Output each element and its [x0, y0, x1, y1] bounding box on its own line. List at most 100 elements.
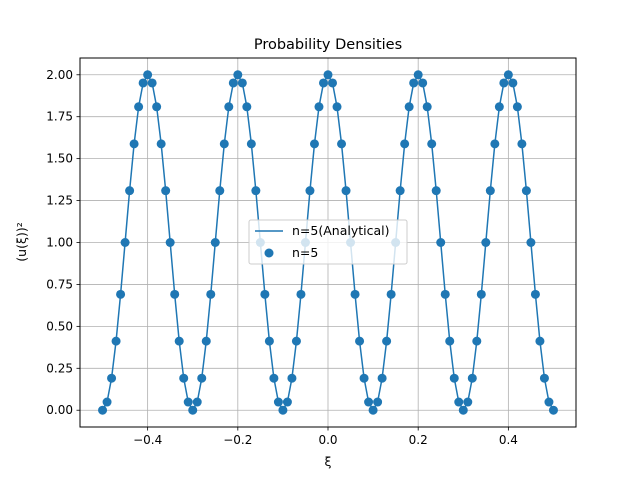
scatter-point-21: [192, 397, 202, 407]
scatter-point-30: [233, 70, 243, 80]
scatter-point-11: [147, 78, 157, 88]
scatter-point-79: [454, 397, 464, 407]
scatter-point-0: [98, 405, 108, 415]
scatter-point-28: [224, 102, 234, 112]
series-numerical-points: [98, 70, 558, 415]
scatter-point-62: [377, 373, 387, 383]
y-tick-label-6: 1.50: [46, 152, 73, 166]
scatter-point-26: [215, 186, 225, 196]
scatter-point-57: [355, 336, 365, 346]
scatter-point-3: [111, 336, 121, 346]
scatter-point-94: [521, 186, 531, 196]
scatter-point-77: [445, 336, 455, 346]
scatter-point-75: [436, 238, 446, 247]
y-tick-label-1: 0.25: [46, 361, 73, 375]
scatter-point-88: [494, 102, 504, 112]
scatter-point-66: [395, 186, 405, 196]
y-tick-label-4: 1.00: [46, 236, 73, 250]
scatter-point-81: [463, 397, 473, 407]
legend-label-analytical: n=5(Analytical): [292, 223, 390, 238]
scatter-point-70: [413, 70, 423, 80]
scatter-point-59: [364, 397, 374, 407]
scatter-point-39: [273, 397, 283, 407]
scatter-point-90: [503, 70, 513, 80]
legend-marker-swatch: [264, 248, 274, 258]
scatter-point-49: [318, 78, 328, 88]
y-tick-label-0: 0.00: [46, 403, 73, 417]
scatter-point-63: [382, 336, 392, 346]
scatter-point-95: [526, 238, 536, 247]
scatter-point-15: [165, 238, 175, 247]
scatter-point-52: [332, 102, 342, 112]
scatter-point-2: [107, 373, 117, 383]
x-tick-label-1: −0.2: [223, 433, 252, 447]
scatter-point-7: [129, 139, 139, 149]
scatter-point-58: [359, 373, 369, 383]
scatter-point-68: [404, 102, 414, 112]
chart-title: Probability Densities: [254, 37, 402, 53]
scatter-point-38: [269, 373, 279, 383]
scatter-point-46: [305, 186, 315, 196]
scatter-point-16: [170, 289, 180, 299]
y-tick-label-5: 1.25: [46, 194, 73, 208]
scatter-point-51: [328, 78, 338, 88]
scatter-point-31: [237, 78, 247, 88]
scatter-point-48: [314, 102, 324, 112]
scatter-point-85: [481, 238, 491, 247]
scatter-point-76: [440, 289, 450, 299]
scatter-point-93: [517, 139, 527, 149]
scatter-point-17: [174, 336, 184, 346]
scatter-point-83: [472, 336, 482, 346]
scatter-point-96: [530, 289, 540, 299]
legend-label-numerical: n=5: [292, 245, 318, 260]
scatter-point-53: [337, 139, 347, 149]
scatter-point-20: [188, 405, 198, 415]
scatter-point-69: [409, 78, 419, 88]
scatter-point-34: [251, 186, 261, 196]
scatter-point-72: [422, 102, 432, 112]
scatter-point-9: [138, 78, 148, 88]
y-tick-label-8: 2.00: [46, 68, 73, 82]
scatter-point-10: [143, 70, 153, 80]
scatter-point-19: [183, 397, 193, 407]
x-axis-label: ξ: [325, 454, 332, 469]
scatter-point-29: [228, 78, 238, 88]
x-tick-label-0: −0.4: [133, 433, 162, 447]
scatter-point-64: [386, 289, 396, 299]
scatter-point-37: [264, 336, 274, 346]
scatter-point-27: [219, 139, 229, 149]
scatter-point-1: [102, 397, 112, 407]
scatter-point-40: [278, 405, 288, 415]
scatter-point-18: [179, 373, 189, 383]
scatter-point-67: [400, 139, 410, 149]
legend: n=5(Analytical) n=5: [248, 219, 408, 265]
scatter-point-82: [467, 373, 477, 383]
scatter-point-44: [296, 289, 306, 299]
scatter-point-25: [210, 238, 220, 247]
scatter-point-73: [427, 139, 437, 149]
y-tick-label-7: 1.75: [46, 110, 73, 124]
scatter-point-23: [201, 336, 211, 346]
scatter-point-56: [350, 289, 360, 299]
scatter-point-13: [156, 139, 166, 149]
scatter-point-42: [287, 373, 297, 383]
scatter-point-78: [449, 373, 459, 383]
scatter-point-32: [242, 102, 252, 112]
scatter-point-71: [418, 78, 428, 88]
scatter-point-50: [323, 70, 333, 80]
scatter-point-4: [116, 289, 126, 299]
scatter-point-80: [458, 405, 468, 415]
x-axis-ticks: −0.4 −0.2 0.0 0.2 0.4: [133, 427, 518, 447]
scatter-point-89: [499, 78, 509, 88]
scatter-point-33: [246, 139, 256, 149]
scatter-point-24: [206, 289, 216, 299]
scatter-point-43: [291, 336, 301, 346]
scatter-point-86: [485, 186, 495, 196]
scatter-point-84: [476, 289, 486, 299]
y-axis-label: (u(ξ))²: [14, 222, 29, 261]
scatter-point-8: [134, 102, 144, 112]
y-axis-ticks: 0.00 0.25 0.50 0.75 1.00 1.25 1.50 1.75 2.00: [46, 68, 80, 417]
scatter-point-91: [508, 78, 518, 88]
scatter-point-41: [282, 397, 292, 407]
